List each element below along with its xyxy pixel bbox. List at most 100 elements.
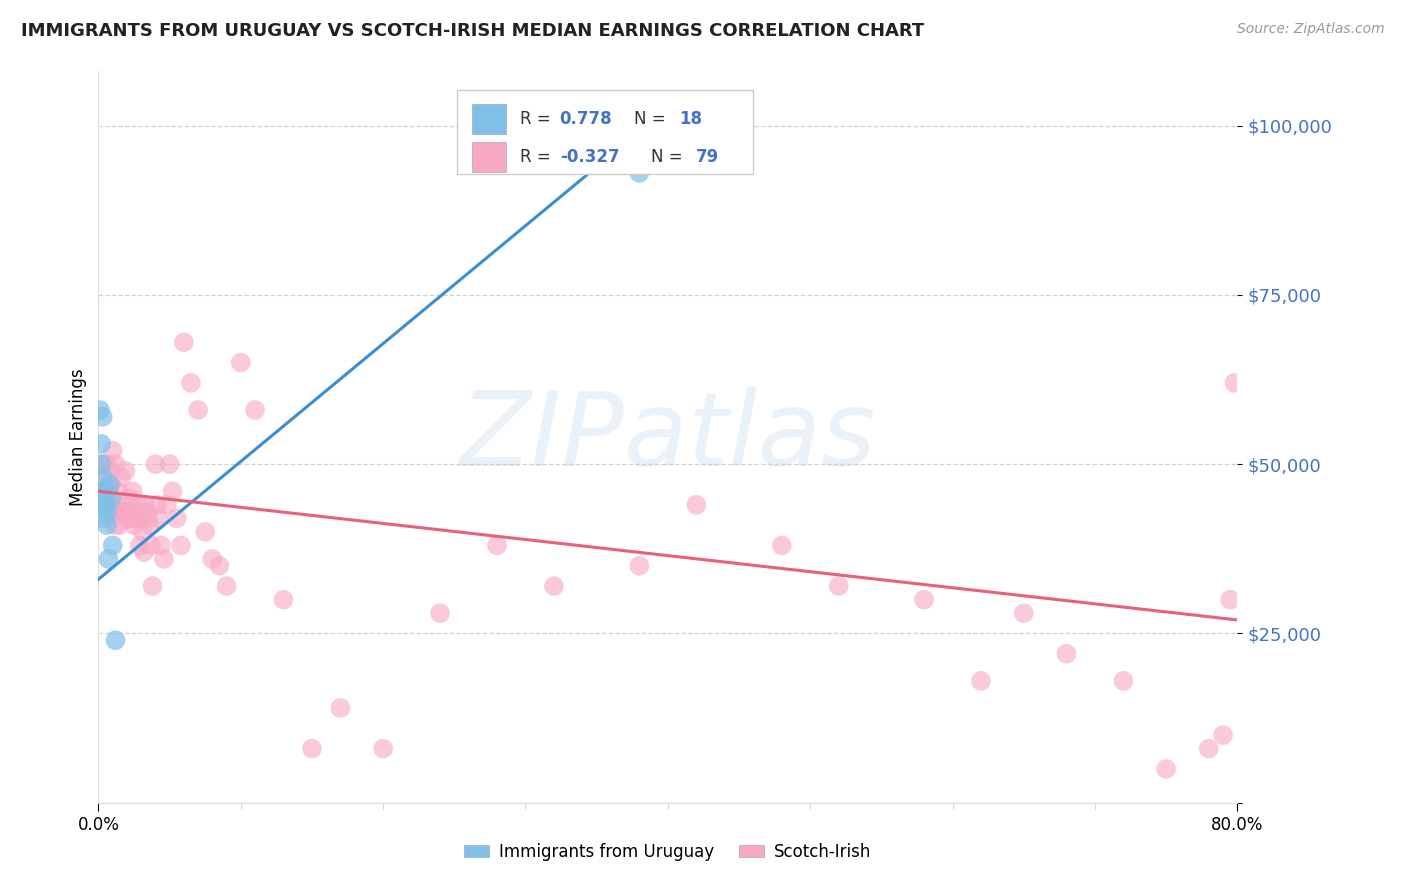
Point (97, 552, 120, 566)
Point (373, 741, 395, 756)
Text: IMMIGRANTS FROM URUGUAY VS SCOTCH-IRISH MEDIAN EARNINGS CORRELATION CHART: IMMIGRANTS FROM URUGUAY VS SCOTCH-IRISH … (21, 22, 924, 40)
Point (208, 558, 231, 573)
Point (429, 606, 451, 620)
Point (148, 511, 170, 525)
Point (94, 498, 117, 512)
Point (93, 511, 115, 525)
FancyBboxPatch shape (457, 90, 754, 174)
Point (156, 498, 179, 512)
Point (201, 552, 224, 566)
Point (107, 484, 129, 499)
Point (135, 505, 157, 519)
Text: 0.778: 0.778 (560, 110, 612, 128)
Point (215, 579, 238, 593)
Point (96, 505, 118, 519)
Point (98, 464, 121, 478)
Point (96, 457, 118, 471)
Text: ZIPatlas: ZIPatlas (460, 387, 876, 487)
Point (96, 518, 118, 533)
Point (628, 558, 651, 573)
Point (104, 633, 127, 648)
Text: N =: N = (651, 148, 688, 166)
Point (100, 477, 122, 491)
Point (122, 518, 145, 533)
Text: 18: 18 (679, 110, 702, 128)
Point (90, 437, 112, 451)
Point (194, 524, 217, 539)
Point (1198, 741, 1220, 756)
Point (828, 579, 851, 593)
Y-axis label: Median Earnings: Median Earnings (69, 368, 87, 506)
Legend: Immigrants from Uruguay, Scotch-Irish: Immigrants from Uruguay, Scotch-Irish (457, 837, 879, 868)
Text: 79: 79 (696, 148, 720, 166)
Point (166, 511, 188, 525)
Point (170, 538, 193, 552)
Point (94, 471, 117, 485)
Point (329, 701, 352, 715)
Point (685, 498, 707, 512)
Point (108, 505, 131, 519)
Point (912, 592, 935, 607)
Point (91, 409, 114, 424)
Point (104, 457, 127, 471)
Text: -0.327: -0.327 (560, 148, 619, 166)
Point (105, 505, 128, 519)
Point (159, 457, 181, 471)
Point (89, 403, 111, 417)
Point (138, 518, 160, 533)
Point (120, 511, 142, 525)
Point (134, 498, 156, 512)
Point (153, 552, 176, 566)
FancyBboxPatch shape (472, 143, 506, 171)
Point (136, 511, 159, 525)
FancyBboxPatch shape (472, 104, 506, 134)
Point (121, 484, 143, 499)
Point (180, 376, 202, 390)
Point (91, 471, 114, 485)
Point (91, 484, 114, 499)
Point (93, 498, 115, 512)
Point (108, 518, 131, 533)
Point (104, 518, 127, 533)
Point (162, 484, 184, 499)
Point (125, 511, 148, 525)
Point (94, 484, 117, 499)
Point (1012, 606, 1035, 620)
Text: N =: N = (634, 110, 671, 128)
Point (90, 457, 112, 471)
Point (243, 403, 266, 417)
Point (770, 538, 793, 552)
Point (486, 538, 509, 552)
Point (127, 498, 149, 512)
Point (111, 505, 134, 519)
Point (1154, 762, 1177, 776)
Point (141, 579, 163, 593)
Point (98, 477, 121, 491)
Point (146, 498, 169, 512)
Point (131, 524, 153, 539)
Point (114, 464, 136, 478)
Point (93, 484, 115, 499)
Text: Source: ZipAtlas.com: Source: ZipAtlas.com (1237, 22, 1385, 37)
Point (1056, 647, 1078, 661)
Point (112, 498, 135, 512)
Point (301, 741, 323, 756)
Point (101, 538, 124, 552)
Point (145, 457, 167, 471)
Point (97, 484, 120, 499)
Point (101, 443, 124, 458)
Point (187, 403, 209, 417)
Point (132, 545, 155, 559)
Point (91, 457, 114, 471)
Point (110, 471, 132, 485)
Point (117, 511, 139, 525)
Point (1212, 728, 1234, 742)
Point (150, 538, 173, 552)
Point (229, 355, 252, 369)
Point (103, 505, 125, 519)
Point (273, 592, 295, 607)
Point (97, 498, 120, 512)
Point (1112, 673, 1135, 688)
Point (139, 538, 162, 552)
Point (970, 673, 993, 688)
